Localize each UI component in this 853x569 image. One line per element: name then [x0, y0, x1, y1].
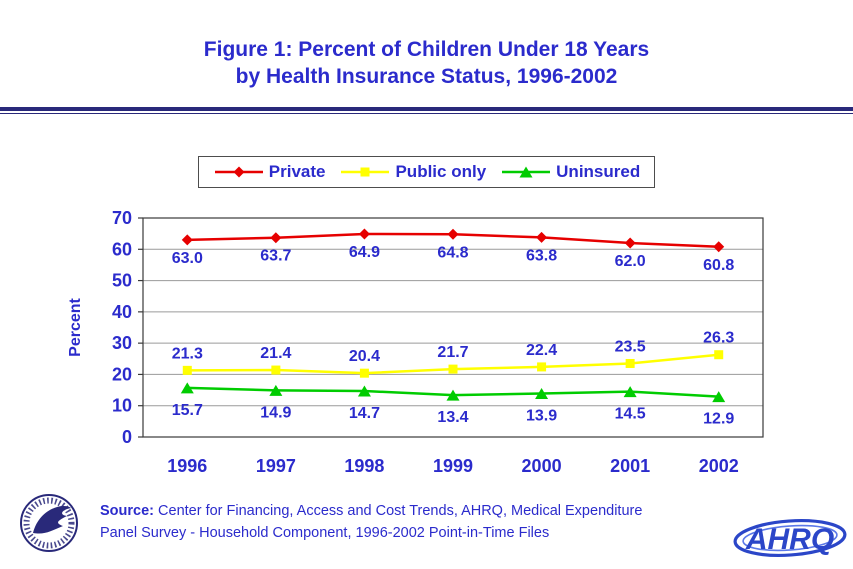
chart-title-line1: Figure 1: Percent of Children Under 18 Y…	[203, 38, 650, 61]
triangle-marker	[357, 385, 371, 397]
ahrq-swoosh-inner	[742, 524, 838, 552]
legend-marker-uninsured	[502, 166, 551, 178]
data-label-public-only: 22.4	[526, 342, 557, 359]
hhs-seal-text-ring	[23, 497, 75, 549]
legend-item-public-only: Public only	[339, 162, 486, 182]
data-label-uninsured: 14.9	[260, 404, 291, 421]
x-tick-label: 2001	[610, 456, 650, 476]
ahrq-swoosh-outer	[733, 519, 847, 557]
hhs-eagle-icon	[33, 505, 71, 534]
legend-marker-public-only	[341, 167, 390, 177]
hhs-logo	[20, 494, 78, 552]
data-label-uninsured: 13.9	[526, 408, 557, 425]
ahrq-logo: AHRQ	[733, 519, 847, 557]
chart-title: Figure 1: Percent of Children Under 18 Y…	[0, 36, 853, 91]
triangle-marker	[446, 389, 460, 401]
y-tick-label: 70	[112, 208, 132, 228]
x-tick-label: 2000	[522, 456, 562, 476]
x-tick-label: 1998	[344, 456, 384, 476]
square-marker	[625, 358, 635, 368]
source-label: Source:	[100, 503, 154, 519]
title-divider	[0, 107, 853, 114]
legend-item-private: Private	[213, 162, 326, 182]
data-label-uninsured: 12.9	[703, 411, 734, 428]
y-tick-label: 30	[112, 333, 132, 353]
data-label-private: 64.8	[437, 244, 468, 261]
data-label-public-only: 20.4	[349, 348, 380, 365]
diamond-marker	[233, 166, 245, 178]
data-label-private: 64.9	[349, 244, 380, 261]
square-marker	[271, 365, 281, 375]
divider-line-thick	[0, 107, 853, 111]
square-marker	[714, 350, 724, 360]
square-marker	[182, 365, 192, 375]
data-label-public-only: 21.3	[172, 345, 203, 362]
square-marker	[448, 364, 458, 374]
data-label-uninsured: 14.5	[615, 406, 646, 423]
data-label-private: 63.7	[260, 248, 291, 265]
hhs-seal-ring	[20, 494, 78, 552]
square-marker	[359, 368, 369, 378]
diamond-marker	[447, 228, 459, 240]
data-label-private: 60.8	[703, 257, 734, 274]
diamond-marker	[181, 234, 193, 246]
divider-line-thin	[0, 113, 853, 114]
plot-border	[142, 217, 764, 438]
data-label-public-only: 21.4	[260, 345, 291, 362]
y-tick-label: 50	[112, 271, 132, 291]
x-tick-label: 1999	[433, 456, 473, 476]
x-tick-label: 2002	[699, 456, 739, 476]
data-label-public-only: 21.7	[437, 344, 468, 361]
y-tick-label: 0	[122, 427, 132, 447]
y-tick-label: 20	[112, 364, 132, 384]
data-label-uninsured: 14.7	[349, 405, 380, 422]
y-axis-title: Percent	[67, 297, 84, 356]
diamond-marker	[713, 241, 725, 253]
diamond-marker	[624, 237, 636, 249]
chart-title-line2: by Health Insurance Status, 1996-2002	[235, 65, 618, 89]
square-marker	[360, 167, 370, 177]
legend-label-private: Private	[268, 162, 326, 181]
x-tick-label: 1996	[167, 456, 207, 476]
x-tick-label: 1997	[256, 456, 296, 476]
diamond-marker	[358, 228, 370, 240]
triangle-marker	[712, 391, 726, 403]
square-marker	[537, 362, 547, 372]
triangle-marker	[180, 382, 194, 394]
data-label-public-only: 26.3	[703, 330, 734, 347]
source-line1: Source: Center for Financing, Access and…	[100, 501, 740, 523]
y-tick-label: 10	[112, 396, 132, 416]
chart-legend: Private Public only Uninsured	[197, 156, 656, 188]
data-label-private: 63.0	[172, 250, 203, 267]
triangle-marker	[519, 166, 533, 178]
data-label-uninsured: 15.7	[172, 402, 203, 419]
diamond-marker	[270, 232, 282, 244]
data-label-uninsured: 13.4	[437, 409, 468, 426]
triangle-marker	[535, 388, 549, 400]
y-tick-label: 40	[112, 302, 132, 322]
legend-label-uninsured: Uninsured	[556, 162, 641, 181]
legend-marker-private	[214, 166, 263, 178]
source-line1-text: Center for Financing, Access and Cost Tr…	[158, 503, 643, 519]
legend-label-public-only: Public only	[395, 162, 487, 181]
data-label-private: 63.8	[526, 247, 557, 264]
source-line2: Panel Survey - Household Component, 1996…	[100, 524, 550, 541]
triangle-marker	[623, 386, 637, 398]
triangle-marker	[269, 384, 283, 396]
ahrq-logo-text: AHRQ	[745, 523, 834, 556]
line-chart: 0 10 20 30 40 50 60 70 1996 1997 1998 1999 2000 2001 2…	[67, 208, 764, 476]
source-note: Source: Center for Financing, Access and…	[100, 501, 740, 545]
y-tick-label: 60	[112, 239, 132, 259]
diamond-marker	[536, 231, 548, 243]
data-label-private: 62.0	[615, 253, 646, 270]
legend-wrap: Private Public only Uninsured	[0, 156, 853, 188]
legend-item-uninsured: Uninsured	[500, 162, 640, 182]
data-label-public-only: 23.5	[615, 338, 646, 355]
